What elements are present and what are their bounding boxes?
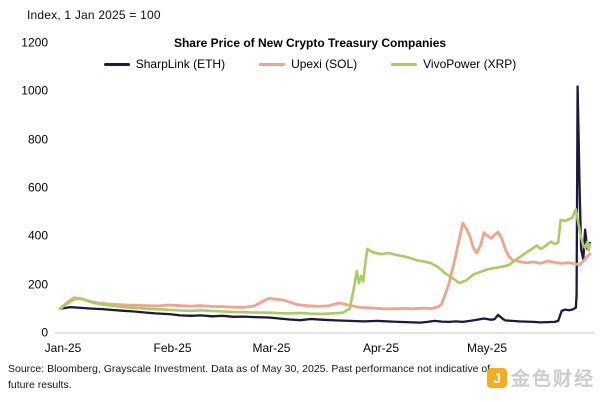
source-note: Source: Bloomberg, Grayscale Investment.…: [8, 363, 491, 391]
y-tick-label: 0: [41, 325, 48, 340]
y-tick-label: 1200: [21, 35, 48, 50]
index-note: Index, 1 Jan 2025 = 100: [27, 8, 161, 22]
y-tick-label: 800: [27, 132, 48, 147]
legend-item: Upexi (SOL): [259, 57, 357, 71]
legend-item: SharpLink (ETH): [103, 57, 226, 71]
x-tick-label: May-25: [466, 341, 508, 355]
series-line: [58, 208, 592, 316]
legend-swatch-icon: [103, 62, 130, 66]
chart-title: Share Price of New Crypto Treasury Compa…: [173, 36, 447, 50]
legend-label: Upexi (SOL): [291, 57, 358, 71]
series-line: [58, 221, 592, 311]
x-tick-label: Mar-25: [252, 341, 291, 355]
legend-label: VivoPower (XRP): [423, 57, 517, 71]
legend-label: SharpLink (ETH): [135, 57, 226, 71]
legend: SharpLink (ETH) Upexi (SOL) VivoPower (XRP…: [20, 57, 600, 71]
x-tick-label: Jan-25: [44, 341, 82, 355]
legend-item: VivoPower (XRP): [391, 57, 516, 71]
y-tick-label: 400: [27, 228, 48, 243]
legend-swatch-icon: [259, 62, 286, 66]
series-line: [58, 85, 592, 324]
y-tick-label: 600: [27, 180, 48, 195]
y-tick-label: 200: [27, 277, 48, 292]
x-tick-label: Apr-25: [362, 341, 400, 355]
x-tick-label: Feb-25: [153, 341, 192, 355]
y-tick-label: 1000: [21, 83, 48, 98]
series-lines: [58, 85, 592, 324]
legend-swatch-icon: [391, 62, 418, 66]
